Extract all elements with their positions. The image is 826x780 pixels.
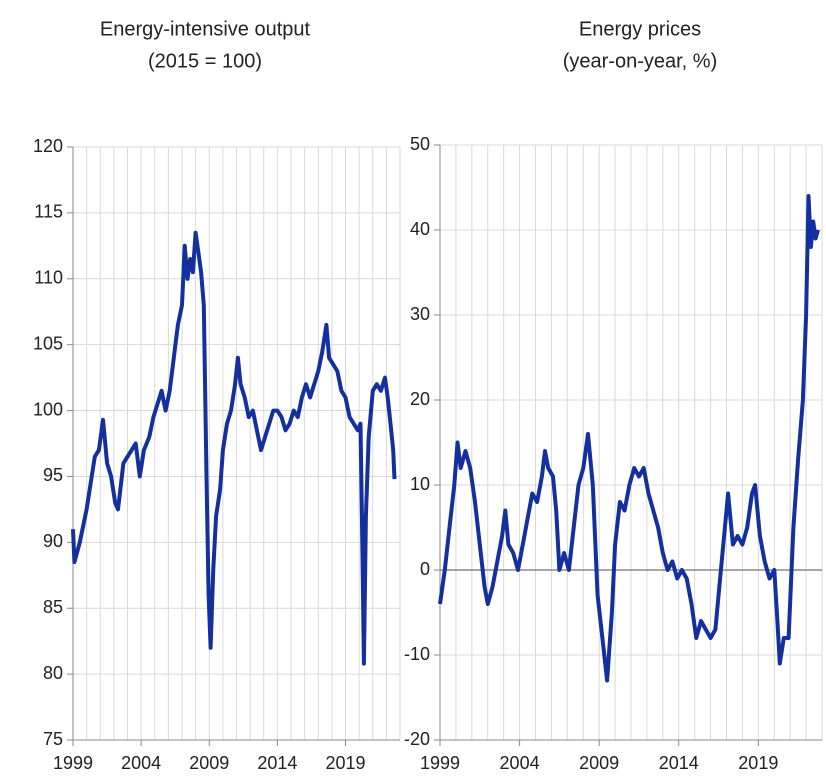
y-tick-label: 115 — [34, 202, 63, 222]
chart-title: Energy-intensive output — [100, 18, 311, 40]
x-tick-label: 2019 — [738, 753, 778, 773]
data-line — [71, 230, 397, 666]
y-tick-label: 10 — [410, 474, 430, 494]
x-tick-label: 2019 — [325, 753, 365, 773]
y-tick-label: 95 — [43, 465, 63, 485]
y-tick-label: 110 — [34, 268, 63, 288]
y-tick-label: -20 — [404, 729, 430, 749]
y-tick-label: 20 — [410, 389, 430, 409]
y-tick-label: 75 — [43, 729, 63, 749]
y-tick-label: 0 — [420, 559, 430, 579]
y-tick-label: 105 — [33, 333, 63, 353]
y-tick-label: 100 — [33, 399, 63, 419]
y-tick-label: 80 — [43, 663, 63, 683]
x-tick-label: 1999 — [53, 753, 93, 773]
data-line — [438, 194, 820, 683]
chart-title: Energy prices — [579, 18, 701, 40]
x-tick-label: 2009 — [579, 753, 619, 773]
y-tick-label: 30 — [410, 304, 430, 324]
y-tick-label: 85 — [43, 597, 63, 617]
x-tick-label: 2014 — [659, 753, 699, 773]
y-tick-label: 50 — [410, 134, 430, 154]
x-tick-label: 2004 — [121, 753, 161, 773]
x-tick-label: 1999 — [420, 753, 460, 773]
chart-subtitle: (year-on-year, %) — [563, 50, 718, 72]
x-tick-label: 2004 — [500, 753, 540, 773]
chart-subtitle: (2015 = 100) — [148, 50, 262, 72]
y-tick-label: 90 — [43, 531, 63, 551]
y-tick-label: 120 — [33, 136, 63, 156]
y-tick-label: 40 — [410, 219, 430, 239]
x-tick-label: 2009 — [189, 753, 229, 773]
y-tick-label: -10 — [404, 644, 430, 664]
x-tick-label: 2014 — [257, 753, 297, 773]
